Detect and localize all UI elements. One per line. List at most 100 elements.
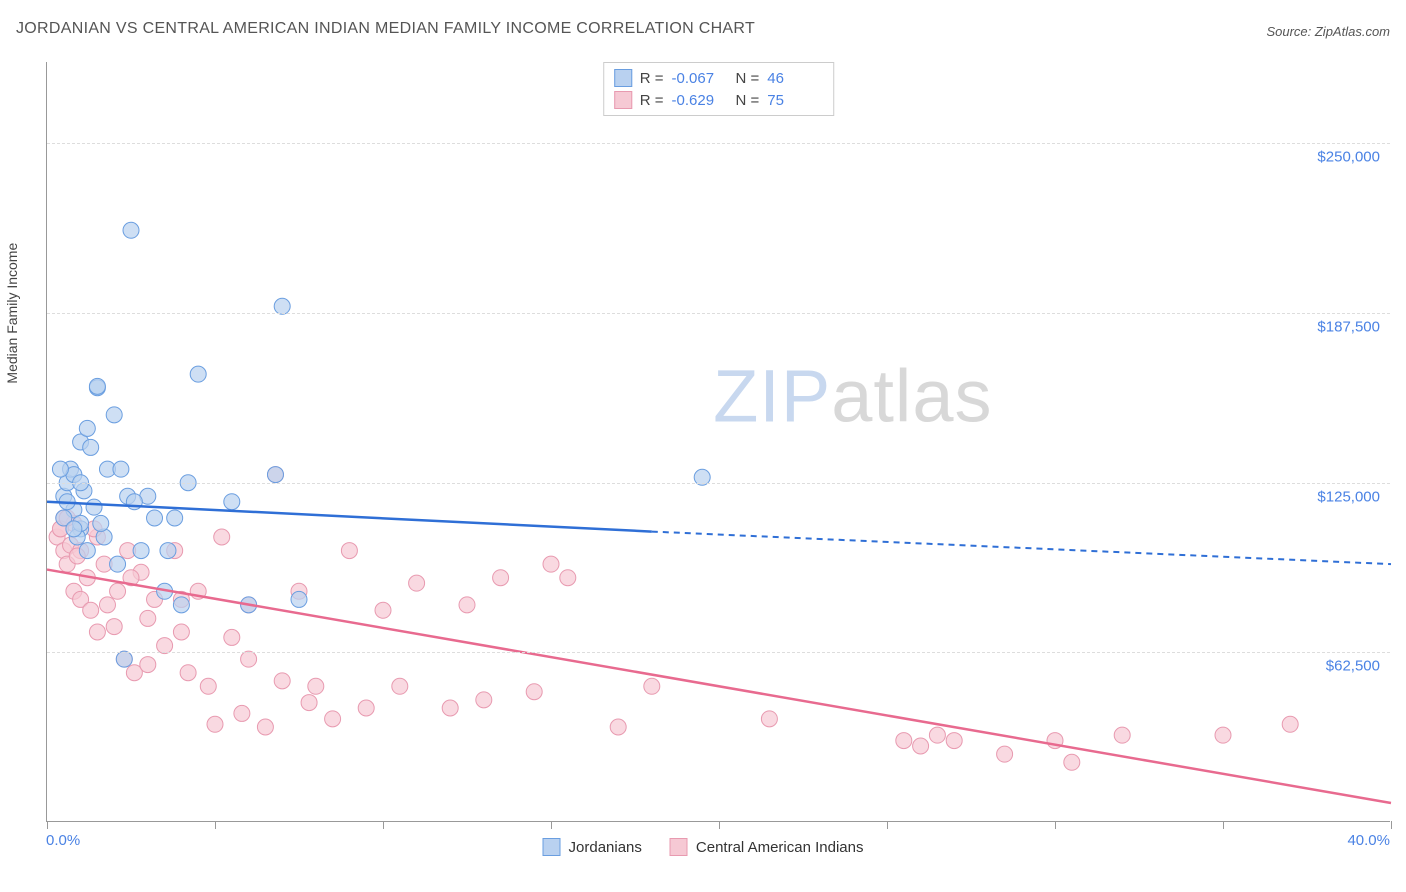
data-point bbox=[207, 716, 223, 732]
data-point bbox=[476, 692, 492, 708]
data-point bbox=[1215, 727, 1231, 743]
data-point bbox=[140, 610, 156, 626]
data-point bbox=[1282, 716, 1298, 732]
legend-label-cai: Central American Indians bbox=[696, 839, 864, 856]
x-axis-min-label: 0.0% bbox=[46, 832, 80, 849]
trendline bbox=[47, 502, 652, 532]
data-point bbox=[66, 521, 82, 537]
gridline bbox=[47, 143, 1390, 144]
data-point bbox=[86, 499, 102, 515]
data-point bbox=[274, 673, 290, 689]
data-point bbox=[929, 727, 945, 743]
data-point bbox=[291, 591, 307, 607]
y-tick-label: $187,500 bbox=[1317, 319, 1380, 336]
chart-title: JORDANIAN VS CENTRAL AMERICAN INDIAN MED… bbox=[16, 20, 755, 38]
data-point bbox=[896, 733, 912, 749]
data-point bbox=[761, 711, 777, 727]
data-point bbox=[110, 556, 126, 572]
data-point bbox=[644, 678, 660, 694]
legend-label-jordanians: Jordanians bbox=[569, 839, 642, 856]
data-point bbox=[543, 556, 559, 572]
data-point bbox=[106, 407, 122, 423]
x-tick bbox=[551, 821, 552, 829]
data-point bbox=[610, 719, 626, 735]
data-point bbox=[133, 543, 149, 559]
x-tick bbox=[1391, 821, 1392, 829]
chart-svg bbox=[47, 62, 1390, 821]
x-tick bbox=[47, 821, 48, 829]
data-point bbox=[110, 583, 126, 599]
data-point bbox=[173, 624, 189, 640]
data-point bbox=[157, 638, 173, 654]
data-point bbox=[224, 494, 240, 510]
data-point bbox=[116, 651, 132, 667]
y-tick-label: $125,000 bbox=[1317, 488, 1380, 505]
data-point bbox=[180, 665, 196, 681]
data-point bbox=[493, 570, 509, 586]
y-tick-label: $250,000 bbox=[1317, 149, 1380, 166]
data-point bbox=[442, 700, 458, 716]
data-point bbox=[560, 570, 576, 586]
data-point bbox=[325, 711, 341, 727]
source-attribution: Source: ZipAtlas.com bbox=[1266, 24, 1390, 39]
data-point bbox=[83, 602, 99, 618]
data-point bbox=[241, 651, 257, 667]
trendline bbox=[47, 570, 1391, 803]
x-tick bbox=[383, 821, 384, 829]
data-point bbox=[274, 298, 290, 314]
data-point bbox=[459, 597, 475, 613]
gridline bbox=[47, 652, 1390, 653]
data-point bbox=[375, 602, 391, 618]
data-point bbox=[99, 597, 115, 613]
data-point bbox=[79, 543, 95, 559]
x-tick bbox=[1055, 821, 1056, 829]
legend-item-cai: Central American Indians bbox=[670, 838, 864, 856]
trendline-extrapolated bbox=[652, 532, 1391, 565]
gridline bbox=[47, 483, 1390, 484]
gridline bbox=[47, 313, 1390, 314]
x-tick bbox=[215, 821, 216, 829]
data-point bbox=[160, 543, 176, 559]
data-point bbox=[93, 515, 109, 531]
data-point bbox=[83, 439, 99, 455]
legend-swatch-cai bbox=[670, 838, 688, 856]
data-point bbox=[526, 684, 542, 700]
data-point bbox=[123, 222, 139, 238]
x-tick bbox=[1223, 821, 1224, 829]
data-point bbox=[301, 695, 317, 711]
data-point bbox=[79, 420, 95, 436]
data-point bbox=[140, 657, 156, 673]
data-point bbox=[409, 575, 425, 591]
data-point bbox=[257, 719, 273, 735]
x-tick bbox=[887, 821, 888, 829]
bottom-legend: Jordanians Central American Indians bbox=[543, 838, 864, 856]
data-point bbox=[190, 366, 206, 382]
legend-item-jordanians: Jordanians bbox=[543, 838, 642, 856]
data-point bbox=[224, 629, 240, 645]
data-point bbox=[234, 705, 250, 721]
data-point bbox=[167, 510, 183, 526]
data-point bbox=[308, 678, 324, 694]
chart-container: JORDANIAN VS CENTRAL AMERICAN INDIAN MED… bbox=[0, 0, 1406, 892]
x-tick bbox=[719, 821, 720, 829]
data-point bbox=[113, 461, 129, 477]
data-point bbox=[913, 738, 929, 754]
y-axis-label: Median Family Income bbox=[4, 243, 20, 384]
data-point bbox=[89, 378, 105, 394]
x-axis-max-label: 40.0% bbox=[1347, 832, 1390, 849]
data-point bbox=[89, 624, 105, 640]
data-point bbox=[392, 678, 408, 694]
data-point bbox=[946, 733, 962, 749]
data-point bbox=[358, 700, 374, 716]
data-point bbox=[147, 510, 163, 526]
data-point bbox=[106, 619, 122, 635]
data-point bbox=[997, 746, 1013, 762]
plot-area: ZIPatlas R = -0.067 N = 46 R = -0.629 N … bbox=[46, 62, 1390, 822]
data-point bbox=[267, 467, 283, 483]
data-point bbox=[214, 529, 230, 545]
data-point bbox=[341, 543, 357, 559]
legend-swatch-jordanians bbox=[543, 838, 561, 856]
data-point bbox=[52, 461, 68, 477]
data-point bbox=[1064, 754, 1080, 770]
data-point bbox=[200, 678, 216, 694]
